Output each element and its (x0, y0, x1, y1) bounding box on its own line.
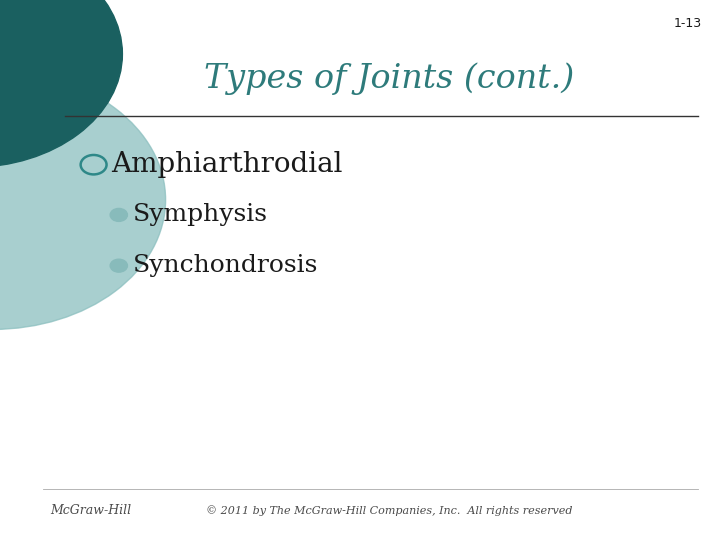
Circle shape (0, 0, 122, 167)
Text: Types of Joints (cont.): Types of Joints (cont.) (204, 62, 574, 94)
Circle shape (110, 208, 127, 221)
Text: Symphysis: Symphysis (133, 204, 268, 226)
Circle shape (110, 259, 127, 272)
Text: Synchondrosis: Synchondrosis (133, 254, 318, 277)
Text: 1-13: 1-13 (674, 17, 702, 30)
Text: McGraw-Hill: McGraw-Hill (50, 504, 132, 517)
Text: © 2011 by The McGraw-Hill Companies, Inc.  All rights reserved: © 2011 by The McGraw-Hill Companies, Inc… (205, 505, 572, 516)
Circle shape (0, 70, 166, 329)
Text: Amphiarthrodial: Amphiarthrodial (112, 151, 343, 178)
